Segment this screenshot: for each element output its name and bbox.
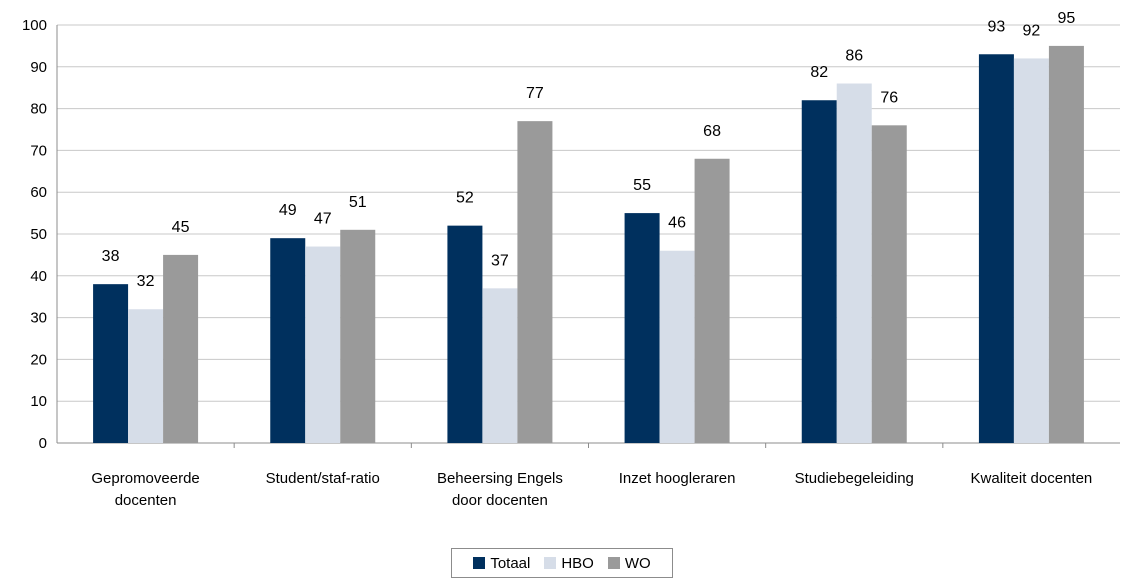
x-category-label-line: door docenten	[452, 492, 548, 509]
data-label: 68	[703, 123, 721, 140]
bar-totaal	[978, 54, 1014, 443]
data-label: 37	[491, 252, 509, 269]
y-tick-label: 100	[22, 17, 47, 34]
bar-totaal	[624, 213, 660, 443]
legend-label-wo: WO	[624, 554, 651, 572]
data-label: 32	[137, 273, 155, 290]
bar-chart: 0 10 20 30 40 50 60 70 80 90 100 38 32 45 Gepromoveerd…	[22, 10, 1120, 509]
data-label: 77	[526, 85, 544, 102]
bar-hbo	[128, 309, 164, 443]
chart-legend: Totaal HBO WO	[451, 548, 673, 578]
x-category-label-line: Studiebegeleiding	[795, 470, 914, 487]
x-category-label-line: Student/staf-ratio	[266, 470, 380, 487]
data-label: 47	[314, 211, 332, 228]
data-label: 86	[845, 48, 863, 65]
data-label: 93	[988, 18, 1006, 35]
x-category-label: Gepromoveerde docenten	[91, 470, 199, 509]
bar-totaal	[270, 238, 306, 443]
data-label: 95	[1058, 10, 1076, 27]
bar-wo	[517, 121, 553, 443]
bar-hbo	[836, 83, 872, 444]
x-category-label: Beheersing Engels door docenten	[437, 470, 563, 509]
data-label: 51	[349, 194, 367, 211]
data-label: 45	[172, 219, 190, 236]
legend-swatch-wo	[607, 557, 620, 569]
y-tick-label: 80	[30, 101, 47, 118]
y-tick-label: 50	[30, 226, 47, 243]
x-category-label-line: Gepromoveerde	[91, 470, 199, 487]
bar-hbo	[1013, 58, 1049, 443]
legend-label-totaal: Totaal	[490, 554, 531, 572]
y-tick-label: 10	[30, 393, 47, 410]
y-tick-label: 30	[30, 310, 47, 327]
legend-swatch-totaal	[473, 557, 486, 569]
x-category-label-line: Beheersing Engels	[437, 470, 563, 487]
bar-wo	[163, 254, 199, 443]
legend-label-hbo: HBO	[561, 554, 594, 572]
legend-item-hbo: HBO	[544, 555, 594, 572]
bar-totaal	[801, 100, 837, 444]
bar-hbo	[305, 246, 341, 443]
data-label: 46	[668, 215, 686, 232]
bar-wo	[694, 158, 730, 443]
x-category-label: Kwaliteit docenten	[971, 470, 1093, 487]
bar-hbo	[482, 288, 518, 443]
x-category-label-line: Kwaliteit docenten	[971, 470, 1093, 487]
bar-totaal	[447, 225, 483, 443]
legend-swatch-hbo	[544, 557, 557, 569]
data-label: 76	[880, 89, 898, 106]
y-tick-label: 0	[39, 435, 47, 452]
bar-wo	[340, 229, 376, 443]
x-category-label: Inzet hoogleraren	[619, 470, 736, 487]
legend-item-totaal: Totaal	[473, 555, 530, 572]
y-tick-label: 60	[30, 184, 47, 201]
bar-totaal	[93, 284, 129, 443]
y-tick-label: 20	[30, 351, 47, 368]
data-label: 55	[633, 177, 651, 194]
x-category-label-line: docenten	[115, 492, 177, 509]
bar-wo	[1048, 45, 1084, 444]
bar-hbo	[659, 250, 695, 443]
x-category-label: Student/staf-ratio	[266, 470, 380, 487]
y-tick-label: 90	[30, 59, 47, 76]
bar-wo	[871, 125, 907, 443]
data-label: 38	[102, 248, 120, 265]
x-category-label-line: Inzet hoogleraren	[619, 470, 736, 487]
x-category-label: Studiebegeleiding	[795, 470, 914, 487]
data-label: 49	[279, 202, 297, 219]
data-label: 52	[456, 190, 474, 207]
y-tick-label: 70	[30, 142, 47, 159]
y-tick-label: 40	[30, 268, 47, 285]
legend-item-wo: WO	[607, 554, 651, 572]
data-label: 82	[810, 64, 828, 81]
data-label: 92	[1023, 22, 1041, 39]
